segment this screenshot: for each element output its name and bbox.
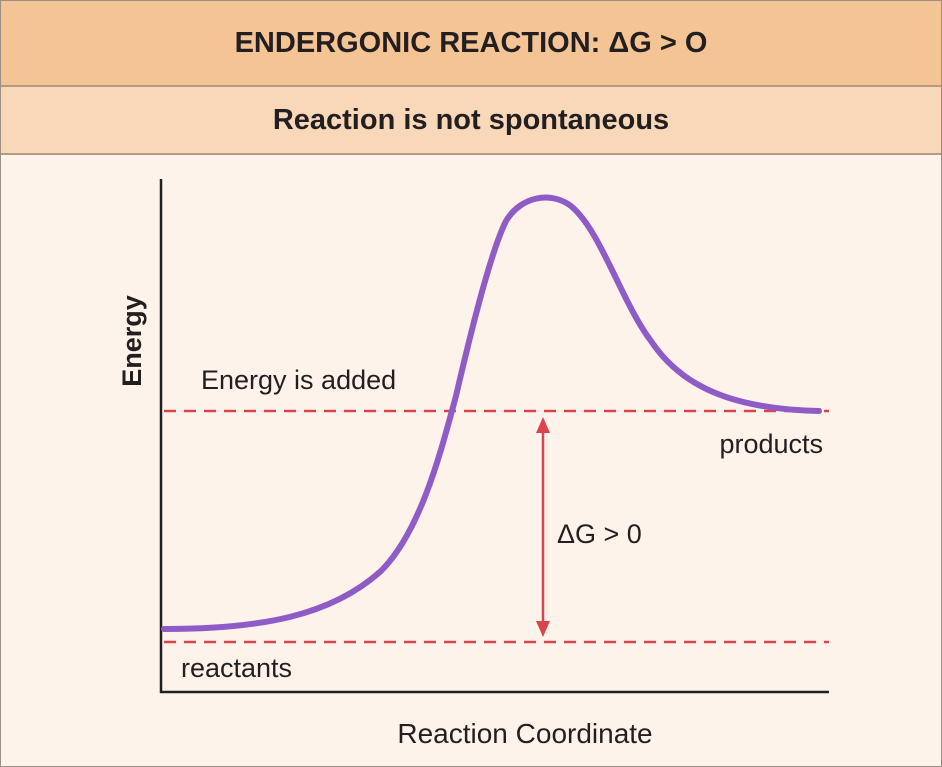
products-label: products [719,429,823,459]
delta-g-arrow-top-head [536,417,550,433]
subtitle-bar: Reaction is not spontaneous [1,87,941,155]
delta-g-arrow-bottom-head [536,621,550,637]
energy-added-label: Energy is added [201,365,396,395]
x-axis-label: Reaction Coordinate [397,718,652,749]
diagram-title: ENDERGONIC REACTION: ΔG > O [234,26,708,59]
delta-g-label: ΔG > 0 [557,519,642,549]
title-bar: ENDERGONIC REACTION: ΔG > O [1,1,941,87]
diagram-subtitle: Reaction is not spontaneous [272,103,670,136]
reactants-label: reactants [181,653,292,683]
y-axis-label: Energy [117,295,147,387]
reaction-energy-curve [161,194,822,632]
